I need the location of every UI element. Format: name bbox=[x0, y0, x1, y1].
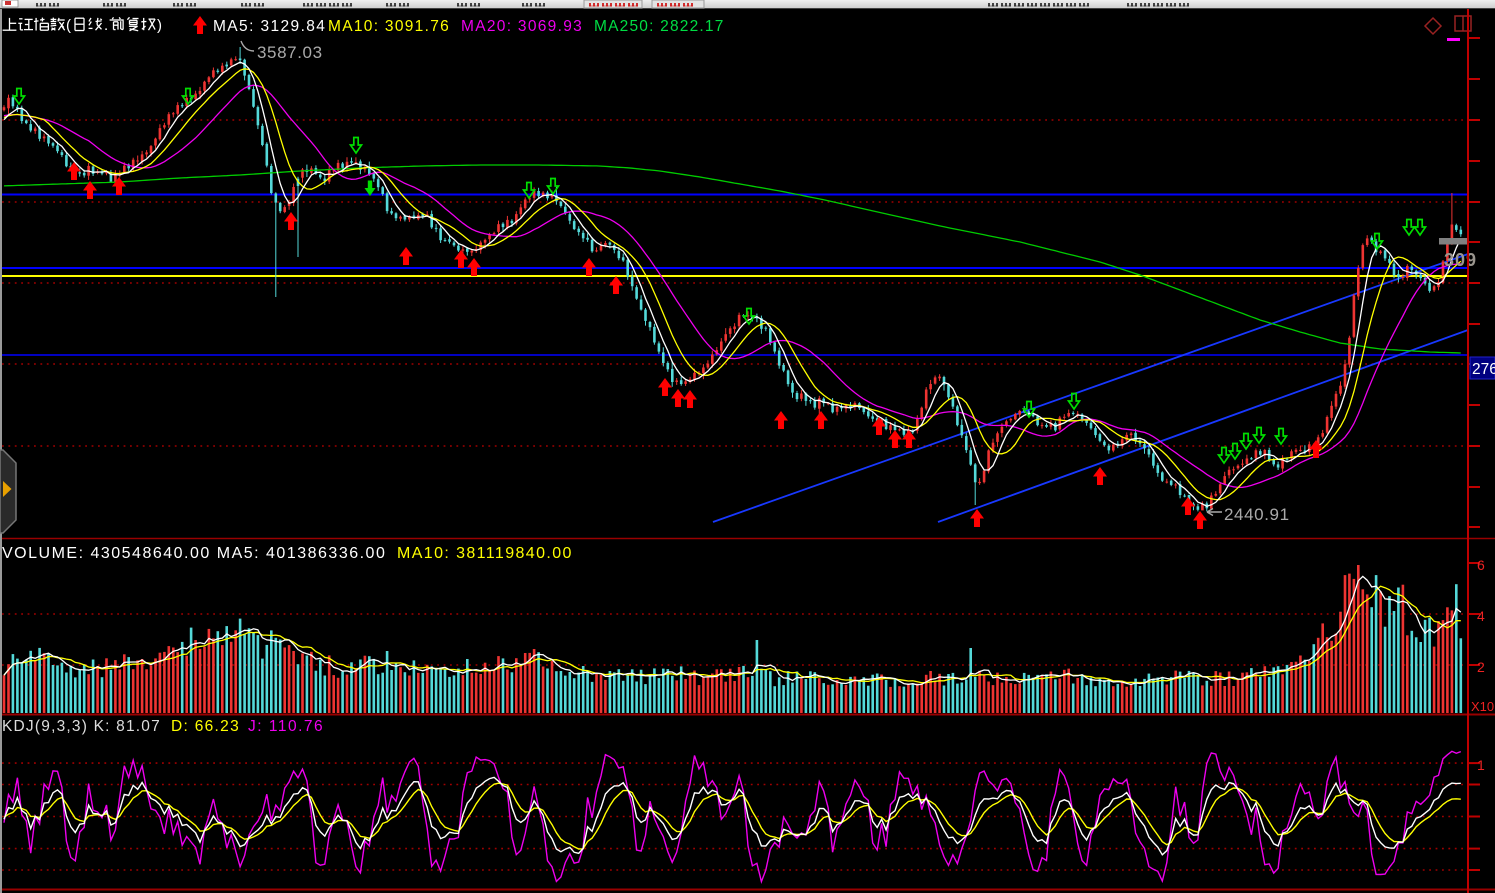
svg-text:MA5: 3129.84: MA5: 3129.84 bbox=[213, 18, 326, 35]
svg-text:VOLUME: 430548640.00 MA5: 4013: VOLUME: 430548640.00 MA5: 401386336.00 bbox=[2, 545, 386, 562]
svg-text:3587.03: 3587.03 bbox=[257, 43, 323, 62]
svg-text:2440.91: 2440.91 bbox=[1224, 505, 1290, 524]
svg-text:1: 1 bbox=[1477, 757, 1485, 773]
svg-text:(: ( bbox=[66, 17, 71, 34]
svg-text:.: . bbox=[104, 17, 108, 34]
svg-text:MA250: 2822.17: MA250: 2822.17 bbox=[594, 18, 725, 35]
svg-text:MA10: 3091.76: MA10: 3091.76 bbox=[328, 18, 450, 35]
svg-text:): ) bbox=[157, 17, 162, 34]
svg-text:2: 2 bbox=[1477, 659, 1485, 675]
svg-text:J: 110.76: J: 110.76 bbox=[248, 718, 324, 735]
svg-text:KDJ(9,3,3) K: 81.07: KDJ(9,3,3) K: 81.07 bbox=[2, 718, 161, 735]
svg-text:D: 66.23: D: 66.23 bbox=[171, 718, 240, 735]
svg-text:6: 6 bbox=[1477, 557, 1485, 573]
svg-text:276: 276 bbox=[1472, 361, 1495, 378]
svg-text:X10: X10 bbox=[1471, 699, 1494, 714]
svg-text:4: 4 bbox=[1477, 608, 1485, 624]
svg-text:309: 309 bbox=[1444, 250, 1477, 270]
svg-text:MA20: 3069.93: MA20: 3069.93 bbox=[461, 18, 583, 35]
svg-text:MA10: 381119840.00: MA10: 381119840.00 bbox=[397, 545, 573, 562]
